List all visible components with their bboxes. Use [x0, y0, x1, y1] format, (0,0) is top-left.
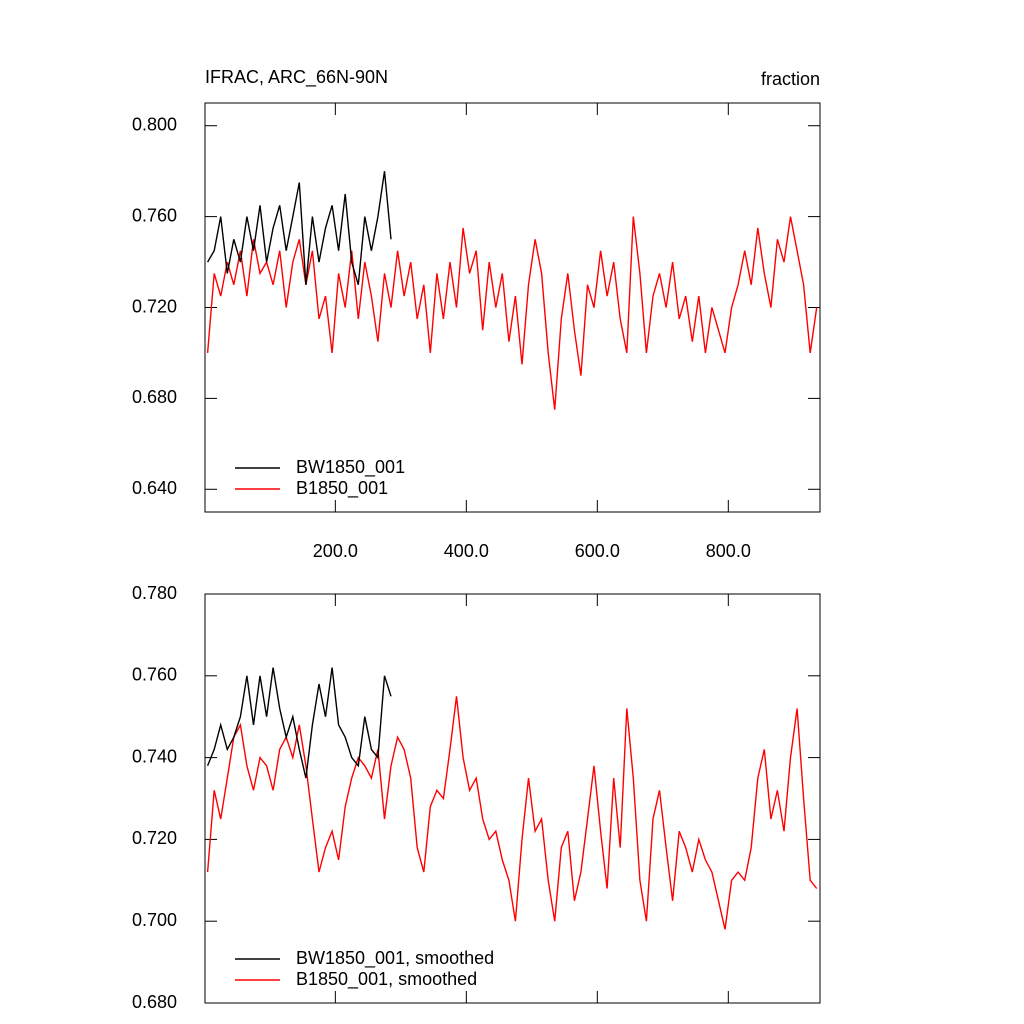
y-tick-label: 0.680 [132, 387, 177, 407]
y-tick-label: 0.740 [132, 746, 177, 766]
x-tick-label: 400.0 [444, 541, 489, 561]
units-label: fraction [761, 69, 820, 89]
y-tick-label: 0.720 [132, 828, 177, 848]
legend-label: BW1850_001, smoothed [296, 948, 494, 969]
y-tick-label: 0.720 [132, 296, 177, 316]
x-tick-label: 800.0 [706, 541, 751, 561]
y-tick-label: 0.680 [132, 992, 177, 1012]
legend-label: B1850_001 [296, 478, 388, 499]
plot-frame [204, 593, 821, 1004]
chart-title: IFRAC, ARC_66N-90N [205, 67, 388, 88]
y-tick-label: 0.700 [132, 910, 177, 930]
series-line [206, 216, 818, 410]
legend-label: BW1850_001 [296, 457, 405, 478]
series-line [206, 667, 392, 779]
series-line [206, 171, 392, 285]
y-tick-label: 0.760 [132, 665, 177, 685]
x-tick-label: 600.0 [575, 541, 620, 561]
y-tick-label: 0.800 [132, 114, 177, 134]
legend-label: B1850_001, smoothed [296, 969, 477, 990]
y-tick-label: 0.760 [132, 205, 177, 225]
series-line [206, 696, 818, 930]
plot-frame [204, 102, 821, 513]
y-tick-label: 0.640 [132, 478, 177, 498]
x-tick-label: 200.0 [313, 541, 358, 561]
y-tick-label: 0.780 [132, 583, 177, 603]
